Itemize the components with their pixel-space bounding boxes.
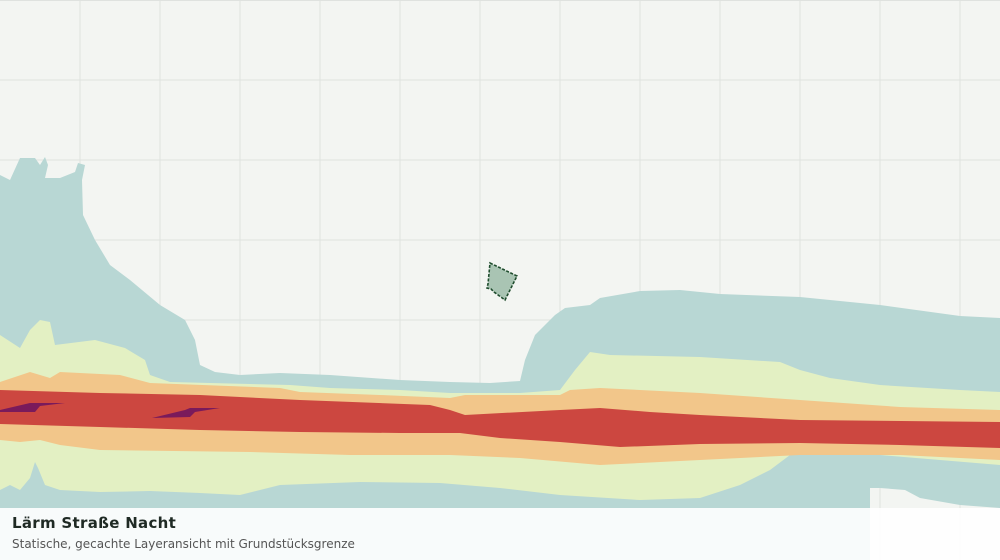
noise-zone-very-high (152, 408, 220, 418)
noise-zone-very-high (0, 403, 65, 412)
caption-panel (0, 508, 1000, 560)
parcel-boundary (486, 261, 519, 302)
noise-zone-high (0, 390, 1000, 448)
layer-subtitle: Statische, gecachte Layeransicht mit Gru… (12, 537, 355, 551)
layer-title: Lärm Straße Nacht (12, 514, 176, 532)
